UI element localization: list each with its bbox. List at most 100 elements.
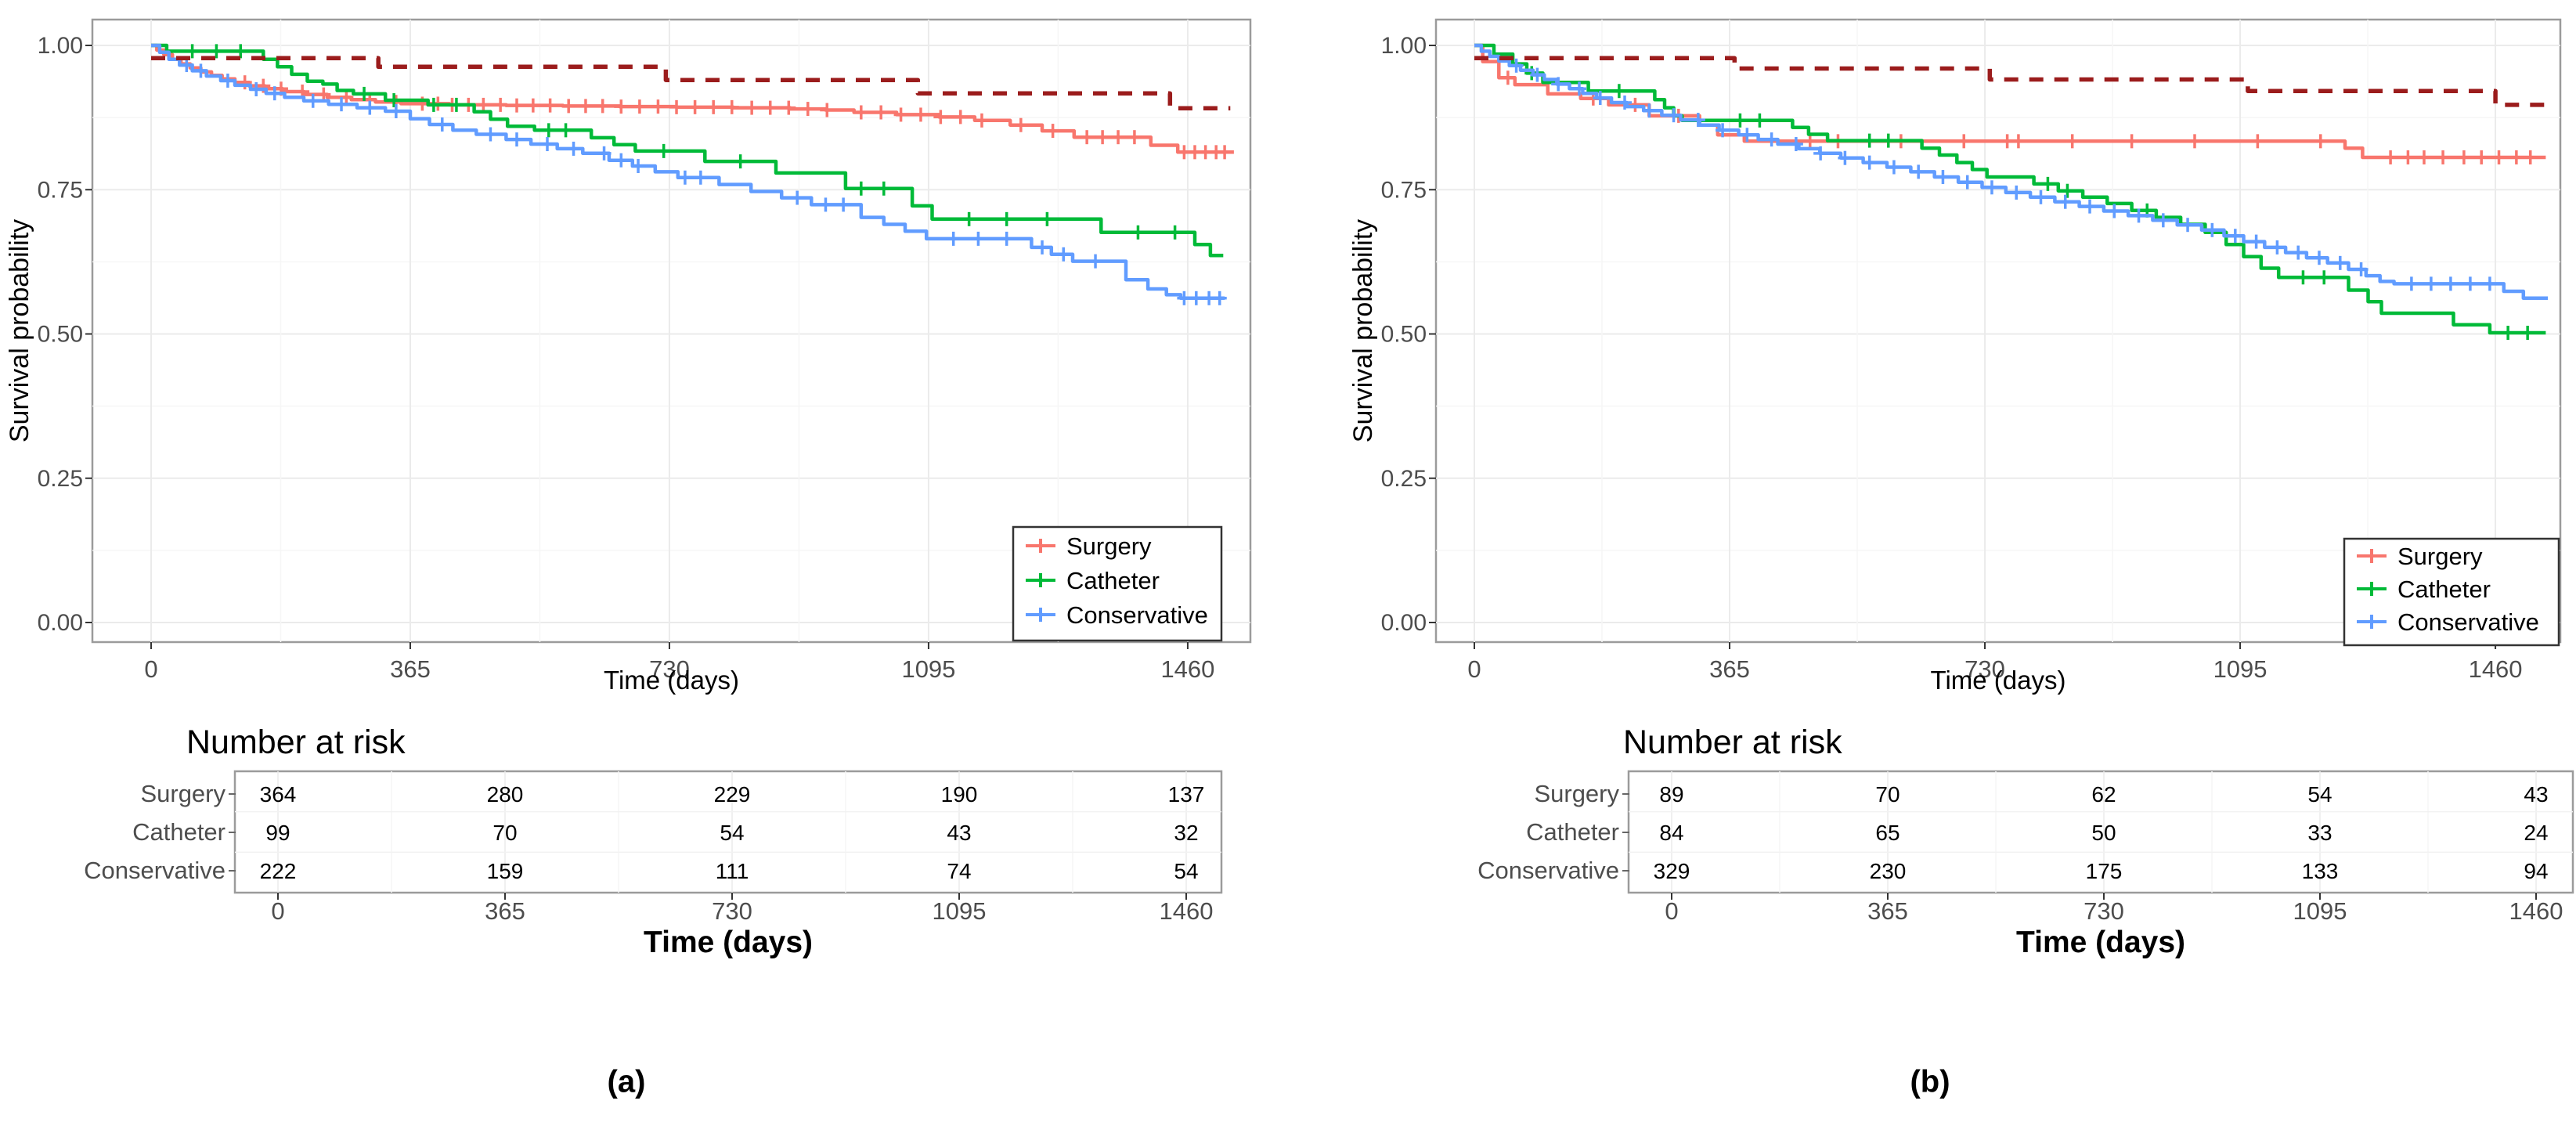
risk-count: 70 [1875,782,1900,807]
y-tick-label: 1.00 [38,33,83,59]
risk-table-x-tick: 1460 [2509,897,2563,925]
risk-count: 84 [1659,821,1683,845]
risk-count: 32 [1174,821,1198,845]
x-tick-label: 365 [390,655,431,683]
censor-marks-conservative [179,58,1227,305]
risk-count: 54 [1174,859,1198,883]
risk-count: 99 [265,821,290,845]
y-tick-label: 0.75 [38,177,83,203]
y-tick-label: 1.00 [1381,33,1427,59]
risk-count: 54 [2307,782,2332,807]
curve-catheter [1474,43,2546,335]
x-tick-label: 730 [1964,655,2005,683]
x-tick-label: 365 [1709,655,1750,683]
panel-b-caption: (b) [1910,1064,1950,1099]
risk-table-x-tick: 0 [271,897,284,925]
curves [151,43,1234,305]
risk-table-title: Number at risk [186,724,406,761]
censor-marks-surgery [237,75,1232,160]
risk-table-title: Number at risk [1623,724,1842,761]
risk-count: 62 [2091,782,2116,807]
risk-table-x-tick: 365 [1867,897,1908,925]
y-tick-label: 0.75 [1381,177,1427,203]
legend-label: Catheter [2397,576,2491,603]
risk-count: 137 [1168,782,1205,807]
risk-table-x-tick: 1460 [1160,897,1214,925]
risk-count: 222 [260,859,297,883]
legend: Surgery Catheter Conservative [2343,537,2560,647]
y-tick-label: 0.50 [1381,322,1427,348]
risk-row-label: Surgery [140,780,225,807]
risk-count: 280 [487,782,524,807]
y-axis-title: Survival probability [5,219,34,442]
x-tick-label: 1095 [901,655,955,683]
risk-count: 190 [941,782,978,807]
legend-label: Surgery [2397,543,2483,570]
curve-conservative [151,43,1225,301]
risk-table: Number at risk 0 365 730 1095 1460 Surgery 364 2… [84,724,1223,959]
x-tick-label: 0 [144,655,157,683]
y-tick-label: 0.00 [1381,610,1427,636]
y-tick-label: 0.25 [38,466,83,492]
risk-count: 329 [1654,859,1690,883]
risk-count: 43 [947,821,971,845]
risk-count: 94 [2524,859,2548,883]
risk-count: 159 [487,859,524,883]
risk-count: 70 [492,821,517,845]
risk-table-box [233,770,1223,894]
risk-row-label: Catheter [132,818,225,846]
risk-table-x-tick: 0 [1665,897,1678,925]
x-axis-title: Time (days) [1931,666,2066,695]
y-tick-label: 0.25 [1381,466,1427,492]
x-tick-label: 0 [1467,655,1481,683]
x-tick-label: 1095 [2213,655,2268,683]
curve-conservative [1474,43,2549,301]
risk-row-label: Surgery [1534,780,1619,807]
risk-table: Number at risk 0 365 730 1095 1460 Surgery 89 70… [1477,724,2574,959]
risk-table-x-tick: 730 [2084,897,2124,925]
y-tick-label: 0.00 [38,610,83,636]
risk-count: 54 [720,821,744,845]
risk-count: 43 [2524,782,2548,807]
risk-table-x-tick: 365 [485,897,525,925]
y-tick-label: 0.50 [38,322,83,348]
legend-label: Conservative [1066,601,1208,629]
panel-a: 0.00 0.25 0.50 0.75 1.00 0 365 730 1095 1460 Time … [5,18,1252,959]
risk-count: 364 [260,782,297,807]
y-axis-title: Survival probability [1348,219,1378,442]
risk-row-label: Conservative [1477,857,1619,884]
legend-label: Catheter [1066,567,1160,594]
x-tick-label: 1460 [2469,655,2523,683]
risk-table-box [1627,770,2574,894]
risk-table-x-axis-title: Time (days) [2016,926,2185,959]
x-axis-title: Time (days) [604,666,739,695]
risk-count: 33 [2307,821,2332,845]
risk-table-x-tick: 1095 [2293,897,2347,925]
risk-table-x-axis-title: Time (days) [644,926,813,959]
risk-count: 50 [2091,821,2116,845]
curve-reference [151,56,1231,111]
panel-a-caption: (a) [607,1064,646,1099]
x-tick-label: 1460 [1160,655,1214,683]
curve-reference [1474,56,2546,107]
legend-label: Surgery [1066,532,1152,560]
x-tick-label: 730 [649,655,690,683]
risk-row-label: Conservative [84,857,225,884]
censor-marks-conservative [1509,58,2497,291]
risk-count: 24 [2524,821,2548,845]
gridlines [1436,20,2560,642]
risk-row-label: Catheter [1526,818,1619,846]
curves [1474,43,2549,341]
legend-label: Conservative [2397,608,2539,636]
legend: Surgery Catheter Conservative [1012,525,1223,642]
curve-catheter [151,43,1224,258]
risk-table-x-tick: 730 [712,897,752,925]
axes: 0.00 0.25 0.50 0.75 1.00 0 365 730 1095 1460 [1381,33,2523,683]
risk-count: 175 [2086,859,2123,883]
risk-count: 74 [947,859,971,883]
censor-marks-catheter [185,44,1182,240]
risk-table-x-tick: 1095 [933,897,987,925]
risk-count: 65 [1875,821,1900,845]
risk-count: 89 [1659,782,1683,807]
